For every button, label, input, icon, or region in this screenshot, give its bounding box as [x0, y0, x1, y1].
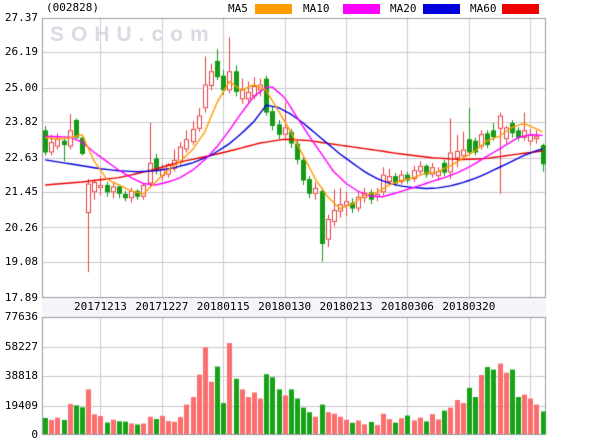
- stock-code-label: (002828): [46, 1, 99, 14]
- legend-swatch-ma20: [423, 4, 460, 14]
- legend-label-ma5: MA5: [228, 2, 248, 15]
- date-axis-label: 20171213: [73, 300, 127, 313]
- price-axis-label: 19.08: [4, 255, 38, 269]
- date-axis-label: 20180130: [258, 300, 312, 313]
- volume-axis-label: 19409: [4, 398, 38, 412]
- legend-swatch-ma10: [343, 4, 380, 14]
- sohu-watermark: SOHU.com: [50, 23, 216, 46]
- date-axis-label: 20180306: [380, 300, 434, 313]
- volume-axis-label: 0: [31, 428, 38, 440]
- price-axis-label: 27.37: [4, 10, 38, 24]
- date-axis-label: 20171227: [135, 300, 189, 313]
- price-axis-label: 23.82: [4, 115, 38, 129]
- legend-swatch-ma60: [502, 4, 539, 14]
- price-axis-label: 20.26: [4, 220, 38, 234]
- date-axis-label: 20180115: [196, 300, 250, 313]
- price-axis-label: 21.45: [4, 185, 38, 199]
- volume-axis-label: 58227: [4, 339, 38, 353]
- price-axis-label: 22.63: [4, 150, 38, 164]
- price-axis-label: 26.19: [4, 45, 38, 59]
- volume-axis-label: 38818: [4, 369, 38, 382]
- volume-axis-label: 77636: [4, 310, 38, 323]
- legend-label-ma60: MA60: [470, 2, 497, 15]
- legend-label-ma10: MA10: [303, 2, 330, 15]
- price-axis-label: 17.89: [4, 290, 38, 304]
- legend-swatch-ma5: [255, 4, 292, 14]
- price-axis-label: 25.00: [4, 80, 38, 94]
- legend-label-ma20: MA20: [390, 2, 417, 15]
- date-axis-label: 20180320: [442, 300, 496, 313]
- date-axis-label: 20180213: [319, 300, 373, 313]
